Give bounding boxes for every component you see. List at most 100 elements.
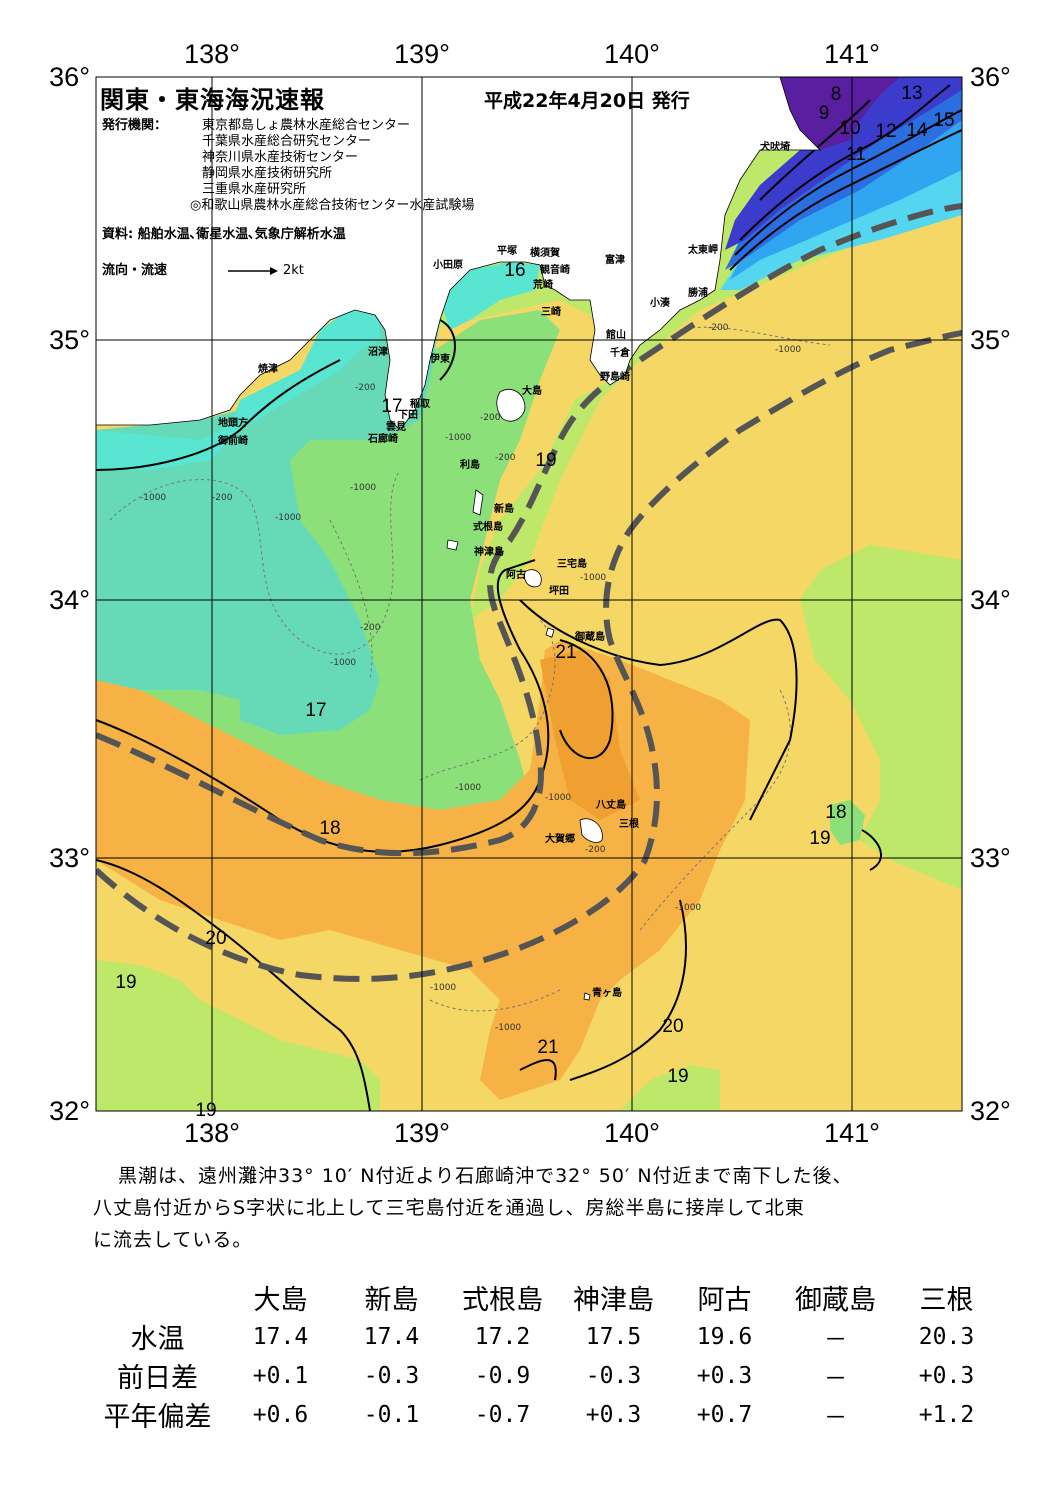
table-cell: 17.4 (252, 1323, 309, 1350)
table-cell: -0.3 (585, 1362, 642, 1389)
description-line: 八丈島付近からS字状に北上して三宅島付近を通過し、房総半島に接岸して北東 (93, 1197, 805, 1219)
place-label: 三宅島 (557, 557, 587, 570)
place-label: 式根島 (473, 520, 503, 533)
isotherm-label: 14 (906, 120, 928, 141)
place-label: 野島崎 (600, 370, 630, 383)
issuer: 神奈川県水産技術センター (202, 150, 359, 165)
table-row: 水温 17.4 17.4 17.2 17.5 19.6 － 20.3 (90, 1317, 1002, 1356)
place-label: 大賀郷 (545, 832, 575, 845)
table-cell: +0.3 (696, 1362, 753, 1389)
depth-label: -1000 (775, 345, 801, 355)
table-cell: -0.3 (363, 1362, 420, 1389)
lon-top-138: 138° (184, 39, 240, 69)
isotherm-label: 11 (846, 144, 866, 165)
table-cell: － (824, 1326, 847, 1353)
depth-label: -200 (355, 383, 376, 393)
place-label: 荒崎 (532, 278, 553, 291)
zone-8 (780, 77, 900, 150)
depth-label: -1000 (430, 983, 456, 993)
place-label: 観音崎 (540, 263, 570, 276)
land-oshima (496, 388, 526, 422)
depth-label: -1000 (675, 903, 701, 913)
isotherm-label: 15 (933, 110, 954, 131)
zone-10 (725, 77, 962, 250)
zone-16 (96, 300, 380, 470)
place-label: 太東岬 (687, 243, 718, 256)
issuer: ◎和歌山県農林水産総合技術センター水産試験場 (190, 198, 475, 213)
lon-bottom-141: 141° (824, 1118, 880, 1148)
place-label: 横須賀 (530, 246, 560, 259)
description-line: 黒潮は、遠州灘沖33° 10′ N付近より石廊崎沖で32° 50′ N付近まで南… (118, 1165, 853, 1187)
zone-17 (96, 300, 440, 735)
depth-label: -1000 (350, 483, 376, 493)
depth-labels: -1000 -200 -1000 -1000 -200 -200 -1000 -… (140, 323, 801, 1033)
lat-left-36: 36° (49, 62, 90, 92)
zone-18-east (830, 800, 865, 845)
place-label: 千倉 (610, 346, 631, 359)
lat-right-33: 33° (970, 843, 1011, 873)
flow-legend-label: 流向・流速 (102, 263, 168, 278)
lat-left-34: 34° (49, 585, 90, 615)
isotherm-label: 19 (535, 450, 556, 471)
place-label: 焼津 (258, 362, 278, 375)
place-label: 伊東 (429, 352, 450, 365)
table-header-row: 大島 新島 式根島 神津島 阿古 御蔵島 三根 (90, 1277, 1002, 1317)
table-corner (90, 1277, 225, 1317)
place-label: 勝浦 (688, 286, 708, 299)
place-label: 御蔵島 (574, 630, 605, 643)
depth-label: -200 (495, 453, 516, 463)
issue-date: 平成22年4月20日 発行 (484, 90, 690, 112)
depth-label: -1000 (495, 1023, 521, 1033)
row-label: 平年偏差 (103, 1402, 212, 1433)
table-cell: － (824, 1365, 847, 1392)
place-label: 三根 (619, 817, 639, 830)
lat-left-32: 32° (49, 1096, 90, 1126)
depth-label: -1000 (330, 658, 356, 668)
lon-bottom-140: 140° (604, 1118, 660, 1148)
lon-bottom-138: 138° (184, 1118, 240, 1148)
lon-top-140: 140° (604, 39, 660, 69)
table-cell: 17.4 (363, 1323, 420, 1350)
column-header: 阿古 (697, 1284, 752, 1316)
land (95, 76, 821, 1001)
isotherm-label: 9 (819, 103, 830, 124)
isotherm-label: 19 (809, 828, 830, 849)
table-row: 前日差 +0.1 -0.3 -0.9 -0.3 +0.3 － +0.3 (90, 1356, 1002, 1395)
place-label: 三崎 (541, 305, 561, 318)
place-label: 富津 (605, 253, 625, 266)
depth-label: -1000 (275, 513, 301, 523)
place-label: 館山 (605, 328, 626, 341)
isotherm-label: 19 (667, 1066, 688, 1087)
isotherm-label: 20 (205, 928, 226, 949)
description-line: に流去している。 (93, 1229, 253, 1251)
table-cell: -0.7 (474, 1401, 531, 1428)
column-header: 三根 (919, 1284, 974, 1316)
table-cell: +0.3 (918, 1362, 975, 1389)
map-title: 関東・東海海況速報 (100, 86, 325, 114)
lat-left-33: 33° (49, 843, 90, 873)
depth-label: -1000 (545, 793, 571, 803)
land-niijima (472, 489, 484, 516)
issuer: 千葉県水産総合研究センター (202, 134, 372, 149)
isotherm-label: 18 (825, 802, 846, 823)
table-cell: +0.1 (252, 1362, 309, 1389)
zone-21-core (540, 650, 640, 820)
zone-19-s (620, 1065, 720, 1111)
place-label: 下田 (398, 409, 418, 421)
land-kozu (446, 539, 459, 551)
isotherm-label: 17 (381, 396, 402, 417)
column-header: 大島 (253, 1284, 308, 1316)
place-label: 平塚 (497, 244, 517, 257)
table-cell: 19.6 (696, 1323, 753, 1350)
table-cell: -0.9 (474, 1362, 531, 1389)
lat-right-34: 34° (970, 585, 1011, 615)
flow-scale-arrow (228, 267, 278, 275)
zone-19-east (800, 545, 962, 890)
table-row: 平年偏差 +0.6 -0.1 -0.7 +0.3 +0.7 － +1.2 (90, 1395, 1002, 1434)
isotherm-label: 18 (319, 818, 340, 839)
kuroshio-axis (96, 203, 962, 982)
isotherm-label: 16 (504, 260, 525, 281)
row-label: 前日差 (117, 1363, 198, 1394)
place-label: 犬吠埼 (760, 140, 790, 153)
place-label: 御前崎 (217, 434, 248, 447)
